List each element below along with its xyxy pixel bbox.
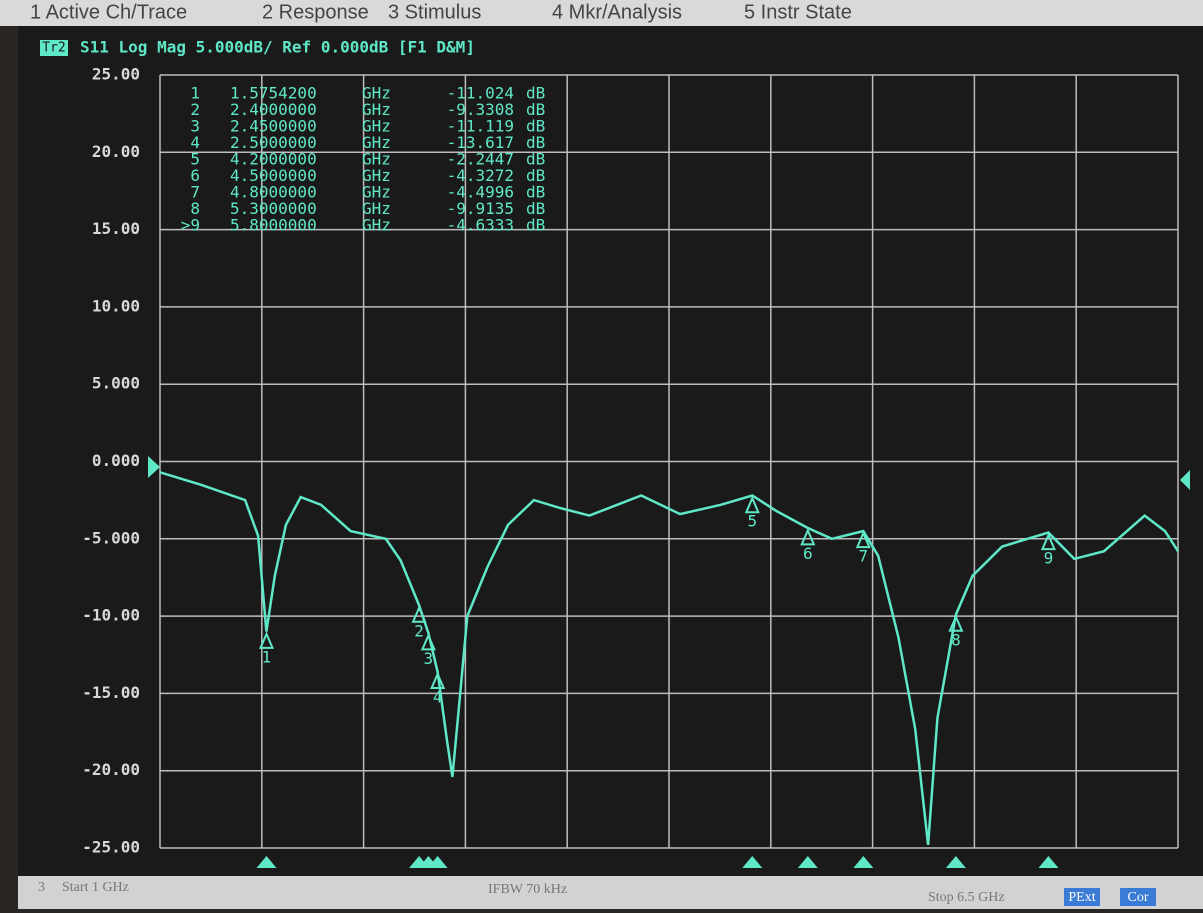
status-channel: 3 <box>38 880 45 895</box>
marker-label: 8 <box>951 630 961 649</box>
status-stop: Stop 6.5 GHz <box>928 890 1005 905</box>
page: Tr2 S11 Log Mag 5.000dB/ Ref 0.000dB [F1… <box>0 0 1203 909</box>
marker-label: 7 <box>859 547 869 566</box>
y-tick-label: 25.00 <box>92 65 140 84</box>
status-cor: Cor <box>1128 890 1149 905</box>
marker-label: 2 <box>414 621 424 640</box>
marker-label: 9 <box>1044 549 1054 568</box>
trace-label: Tr2 <box>42 41 65 56</box>
marker-table-freq-unit: GHz <box>362 216 391 235</box>
y-tick-label: -25.00 <box>82 838 140 857</box>
status-bar <box>18 876 1203 909</box>
marker-table-value-unit: dB <box>526 216 545 235</box>
menu-item: 3 Stimulus <box>388 1 481 23</box>
marker-table-id: >9 <box>181 216 200 235</box>
y-tick-label: 20.00 <box>92 142 140 161</box>
y-tick-label: -5.000 <box>82 528 140 547</box>
menu-item: 5 Instr State <box>744 1 852 23</box>
y-tick-label: -10.00 <box>82 606 140 625</box>
marker-label: 3 <box>424 649 434 668</box>
y-tick-label: 15.00 <box>92 219 140 238</box>
menu-item: 1 Active Ch/Trace <box>30 1 187 23</box>
y-tick-label: 0.000 <box>92 451 140 470</box>
status-pext: PExt <box>1068 890 1095 905</box>
marker-label: 1 <box>262 647 272 666</box>
marker-label: 4 <box>433 688 443 707</box>
y-tick-label: -20.00 <box>82 760 140 779</box>
y-tick-label: -15.00 <box>82 683 140 702</box>
y-tick-label: 5.000 <box>92 374 140 393</box>
menu-item: 4 Mkr/Analysis <box>552 1 682 23</box>
marker-table-freq: 5.8000000 <box>230 216 317 235</box>
marker-label: 5 <box>747 512 757 531</box>
y-tick-label: 10.00 <box>92 296 140 315</box>
chart-title: S11 Log Mag 5.000dB/ Ref 0.000dB [F1 D&M… <box>80 38 475 57</box>
menu-item: 2 Response <box>262 1 369 23</box>
screen: Tr2 S11 Log Mag 5.000dB/ Ref 0.000dB [F1… <box>0 0 1203 909</box>
marker-table-value: -4.6333 <box>447 216 514 235</box>
status-start: Start 1 GHz <box>62 880 129 895</box>
status-ifbw: IFBW 70 kHz <box>488 882 567 897</box>
marker-label: 6 <box>803 544 813 563</box>
